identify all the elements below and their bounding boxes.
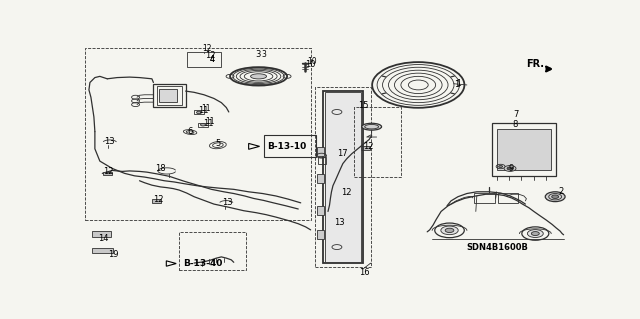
Text: 12: 12	[341, 188, 351, 197]
Text: 12: 12	[205, 51, 215, 60]
Text: 12: 12	[153, 195, 164, 204]
Text: 17: 17	[337, 149, 348, 158]
Bar	[85, 48, 310, 220]
Ellipse shape	[251, 74, 266, 79]
Bar	[317, 174, 324, 183]
Bar	[324, 92, 361, 262]
Text: 1: 1	[454, 80, 460, 89]
Circle shape	[504, 166, 516, 171]
Circle shape	[545, 192, 565, 202]
Bar	[498, 193, 518, 203]
Bar	[497, 129, 551, 170]
Text: 1: 1	[456, 79, 461, 88]
Bar	[194, 110, 204, 115]
Bar	[474, 193, 495, 203]
Bar	[317, 147, 324, 156]
Text: 4: 4	[210, 55, 215, 64]
Bar	[323, 91, 363, 263]
Text: 7: 7	[513, 110, 518, 119]
Circle shape	[445, 228, 454, 233]
Text: 19: 19	[108, 250, 119, 259]
Text: 12: 12	[364, 142, 374, 151]
Text: 10: 10	[305, 60, 316, 69]
Circle shape	[527, 230, 543, 237]
Bar	[198, 123, 208, 127]
Text: 18: 18	[156, 164, 166, 173]
Ellipse shape	[362, 123, 381, 130]
Bar	[187, 52, 221, 67]
Text: 16: 16	[359, 268, 369, 277]
Text: 8: 8	[513, 120, 518, 129]
Bar	[157, 86, 182, 105]
Text: SDN4B1600B: SDN4B1600B	[467, 243, 529, 252]
Bar	[152, 199, 161, 203]
Circle shape	[499, 166, 502, 167]
Circle shape	[531, 232, 540, 235]
Bar	[154, 84, 186, 107]
Bar	[159, 89, 177, 102]
Text: 4: 4	[210, 55, 215, 64]
Text: 10: 10	[307, 57, 317, 66]
Text: 11: 11	[203, 119, 213, 128]
Circle shape	[507, 167, 513, 170]
Bar	[315, 87, 371, 267]
Text: 15: 15	[358, 100, 369, 110]
Text: 12: 12	[202, 44, 212, 53]
Text: 14: 14	[98, 234, 109, 243]
Bar	[103, 172, 112, 175]
Text: 3: 3	[255, 50, 260, 59]
Text: 11: 11	[205, 117, 215, 126]
Bar	[339, 192, 348, 196]
Text: 12: 12	[104, 167, 114, 176]
Bar	[317, 230, 324, 239]
Bar	[264, 135, 316, 157]
Text: B-13-10: B-13-10	[268, 142, 307, 151]
Bar	[355, 107, 401, 177]
Text: FR.: FR.	[527, 58, 545, 69]
Text: 13: 13	[223, 198, 233, 207]
Text: 6: 6	[188, 127, 193, 136]
Bar	[361, 146, 370, 150]
Circle shape	[200, 123, 205, 126]
Bar	[317, 206, 324, 215]
Text: 9: 9	[509, 164, 514, 173]
Text: 11: 11	[198, 106, 208, 115]
Text: B-13-40: B-13-40	[183, 259, 223, 268]
Text: 13: 13	[104, 137, 115, 146]
Circle shape	[441, 226, 458, 235]
Bar	[92, 248, 113, 253]
Text: 11: 11	[201, 104, 210, 113]
Bar	[179, 232, 246, 271]
Text: 2: 2	[559, 187, 564, 196]
Text: 5: 5	[215, 139, 221, 148]
Bar	[492, 123, 556, 176]
Text: 13: 13	[334, 219, 345, 227]
Bar	[318, 157, 326, 164]
Text: 3: 3	[261, 50, 266, 59]
Circle shape	[196, 111, 202, 114]
Bar	[92, 231, 111, 237]
Circle shape	[552, 195, 559, 198]
